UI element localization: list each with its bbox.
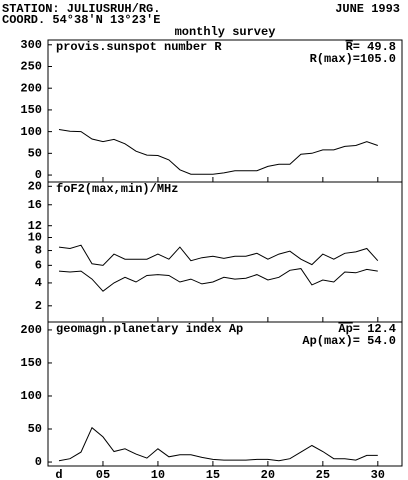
y-tick-label: 12 [28, 219, 42, 233]
station: STATION: JULIUSRUH/RG. [2, 2, 160, 16]
annotation: R(max)=105.0 [310, 52, 396, 66]
series-line [58, 268, 378, 292]
x-label: d [55, 468, 62, 480]
panel-title: geomagn.planetary index Ap [56, 322, 243, 336]
y-tick-label: 200 [20, 323, 42, 337]
y-tick-label: 16 [28, 198, 42, 212]
panel-title: foF2(max,min)/MHz [56, 182, 178, 196]
y-tick-label: 20 [28, 179, 42, 193]
y-tick-label: 0 [35, 168, 42, 182]
x-tick-label: 25 [316, 468, 330, 480]
x-tick-label: 05 [96, 468, 110, 480]
coords: COORD. 54°38'N 13°23'E [2, 13, 160, 27]
y-tick-label: 150 [20, 356, 42, 370]
y-tick-label: 10 [28, 231, 42, 245]
y-tick-label: 6 [35, 259, 42, 273]
series-line [58, 244, 379, 266]
annotation: Ap(max)= 54.0 [302, 334, 396, 348]
series-line [58, 129, 378, 175]
y-tick-label: 300 [20, 38, 42, 52]
panel-frame [47, 181, 403, 323]
x-tick-label: 15 [206, 468, 220, 480]
y-tick-label: 200 [20, 81, 42, 95]
date: JUNE 1993 [335, 2, 400, 16]
y-tick-label: 250 [20, 60, 42, 74]
y-tick-label: 150 [20, 103, 42, 117]
x-tick-label: 10 [151, 468, 165, 480]
y-tick-label: 2 [35, 299, 42, 313]
annotation: Ap= 12.4 [338, 322, 396, 336]
series-line [58, 426, 378, 462]
panel-title: provis.sunspot number R [56, 40, 222, 54]
annotation: R= 49.8 [346, 40, 396, 54]
y-tick-label: 4 [35, 276, 42, 290]
x-tick-label: 30 [371, 468, 385, 480]
y-tick-label: 100 [20, 389, 42, 403]
x-tick-label: 20 [261, 468, 275, 480]
y-tick-label: 50 [28, 422, 42, 436]
y-tick-label: 50 [28, 147, 42, 161]
panel-frame [47, 321, 403, 467]
y-tick-label: 100 [20, 125, 42, 139]
y-tick-label: 0 [35, 455, 42, 469]
subtitle: monthly survey [175, 25, 276, 39]
y-tick-label: 8 [35, 244, 42, 258]
